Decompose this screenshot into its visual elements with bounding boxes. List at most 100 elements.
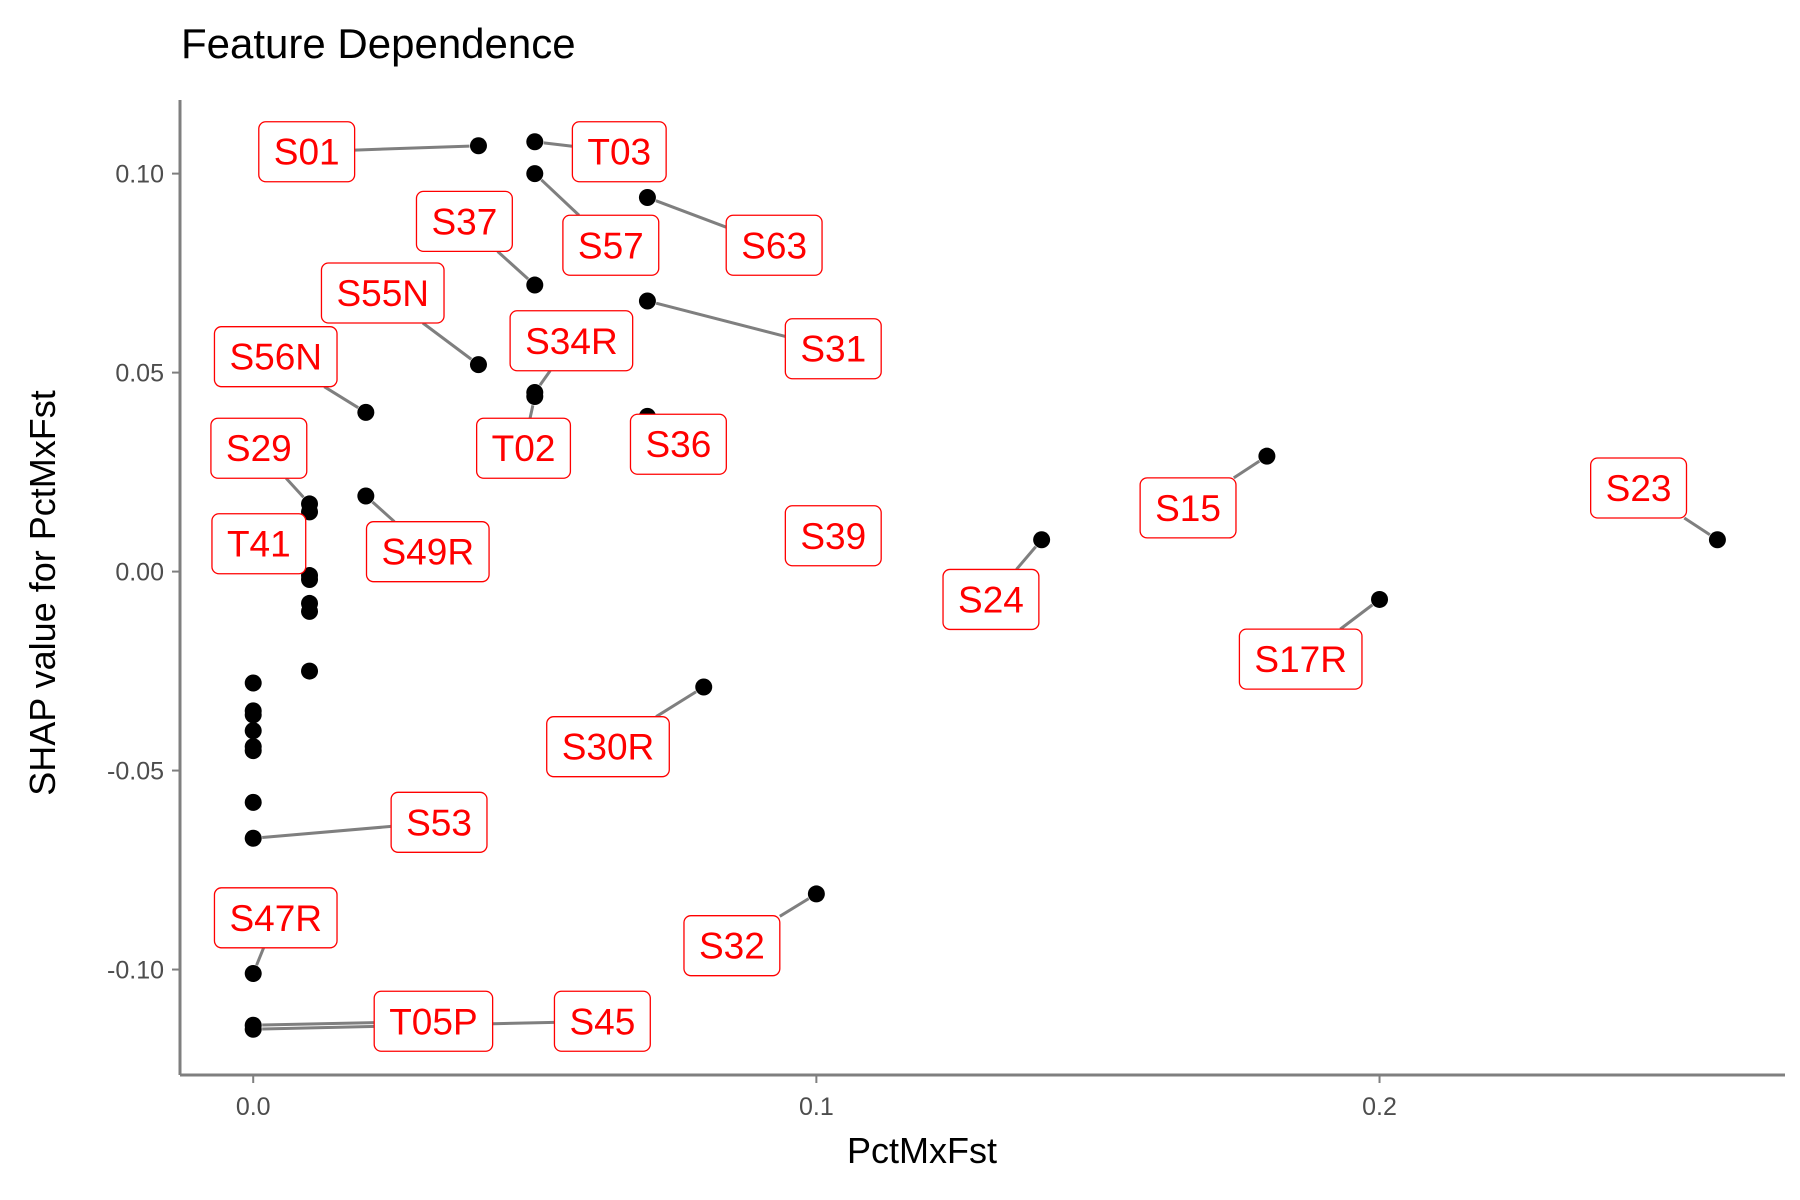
data-point — [526, 165, 544, 183]
point-label-text: S49R — [382, 532, 475, 573]
leader-line — [323, 385, 359, 409]
data-point — [244, 965, 262, 983]
point-label-text: S29 — [226, 428, 292, 469]
point-label-text: S01 — [274, 132, 340, 173]
point-label-box — [475, 417, 572, 479]
x-tick-label: 0.1 — [799, 1093, 834, 1121]
point-label-text: S15 — [1155, 488, 1221, 529]
point-label-box — [320, 262, 445, 324]
data-point — [244, 829, 262, 847]
point-label-s29: S29 — [210, 417, 308, 479]
point-label-box — [571, 121, 667, 183]
x-tick-label: 0.2 — [1362, 1093, 1397, 1121]
point-label-s45: S45 — [553, 990, 651, 1052]
leader-line — [655, 690, 697, 718]
point-label-box — [390, 791, 488, 853]
point-label-text: S31 — [800, 329, 866, 370]
point-label-text: S30R — [562, 727, 655, 768]
point-label-box — [1139, 477, 1237, 539]
point-label-s55n: S55N — [320, 262, 445, 324]
leader-line — [354, 144, 470, 152]
point-label-box — [258, 121, 356, 183]
leader-line — [262, 824, 392, 839]
point-label-text: S32 — [699, 926, 765, 967]
chart-title: Feature Dependence — [181, 20, 576, 67]
point-label-s17r: S17R — [1238, 628, 1363, 690]
data-point — [244, 674, 262, 692]
point-label-box — [629, 413, 727, 475]
point-label-text: T02 — [492, 428, 556, 469]
point-label-text: S56N — [229, 337, 322, 378]
point-label-s15: S15 — [1139, 477, 1237, 539]
data-point — [1258, 447, 1276, 465]
x-axis-title: PctMxFst — [847, 1130, 997, 1171]
point-label-text: S47R — [229, 898, 322, 939]
data-point — [301, 662, 319, 680]
point-label-s63: S63 — [725, 214, 823, 276]
point-label-text: S36 — [645, 424, 711, 465]
point-label-text: T03 — [587, 132, 651, 173]
leader-line — [528, 404, 535, 419]
data-point — [638, 189, 656, 206]
leader-line — [1015, 545, 1037, 571]
point-label-t02: T02 — [475, 417, 572, 479]
leader-line — [779, 897, 810, 918]
leader-line — [655, 301, 786, 338]
leader-line — [285, 477, 305, 499]
point-label-box — [210, 417, 308, 479]
point-label-text: S63 — [741, 225, 807, 266]
point-label-box — [562, 214, 660, 276]
leader-line — [543, 141, 573, 148]
data-point — [244, 722, 262, 740]
point-label-text: T41 — [227, 524, 291, 565]
point-labels: S01 T03 S57 S63 S37 S31 S55N S34R S56N S36 T02 S29 S… — [210, 121, 1688, 1052]
point-label-box — [1238, 628, 1363, 690]
point-label-box — [784, 505, 882, 567]
point-label-box — [553, 990, 651, 1052]
leader-line — [262, 1021, 375, 1027]
point-label-t05p: T05P — [373, 990, 494, 1052]
leader-line — [655, 199, 727, 229]
point-label-s01: S01 — [258, 121, 356, 183]
data-point — [1371, 590, 1389, 608]
point-label-s53: S53 — [390, 791, 488, 853]
data-point — [244, 1020, 262, 1038]
point-label-s37: S37 — [415, 190, 513, 253]
point-label-text: S57 — [578, 225, 644, 266]
data-point — [526, 276, 544, 294]
point-label-box — [365, 521, 490, 583]
y-axis-title: SHAP value for PctMxFst — [22, 390, 63, 795]
point-label-text: S53 — [406, 802, 472, 843]
data-point — [807, 885, 825, 903]
point-label-text: S37 — [431, 201, 497, 242]
point-label-box — [213, 326, 338, 388]
data-point — [526, 133, 544, 151]
data-point — [526, 387, 544, 405]
point-label-s30r: S30R — [546, 716, 670, 778]
y-tick-label: -0.05 — [107, 758, 164, 786]
point-label-box — [1590, 457, 1688, 519]
point-label-s39: S39 — [784, 505, 882, 567]
y-tick-label: 0.10 — [115, 161, 164, 189]
y-tick-label: 0.00 — [115, 559, 164, 587]
data-point — [469, 137, 487, 155]
point-label-s31: S31 — [784, 318, 882, 380]
point-label-s56n: S56N — [213, 326, 338, 388]
point-label-text: S17R — [1254, 639, 1347, 680]
leader-line — [496, 250, 530, 281]
point-label-s36: S36 — [629, 413, 727, 475]
data-point — [301, 571, 319, 589]
y-tick-label: 0.05 — [115, 360, 164, 388]
data-point — [244, 793, 262, 811]
point-label-box — [546, 716, 670, 778]
leader-line — [538, 369, 552, 387]
point-label-box — [683, 915, 781, 977]
data-point — [695, 678, 713, 696]
axes: 0.10 0.05 0.00 -0.05 -0.10 0.0 0.1 0.2 — [107, 100, 1785, 1121]
point-label-text: S24 — [958, 579, 1024, 620]
point-label-s23: S23 — [1590, 457, 1688, 519]
point-label-text: S34R — [525, 321, 618, 362]
data-point — [1708, 531, 1726, 549]
y-tick-label: -0.10 — [107, 957, 164, 985]
